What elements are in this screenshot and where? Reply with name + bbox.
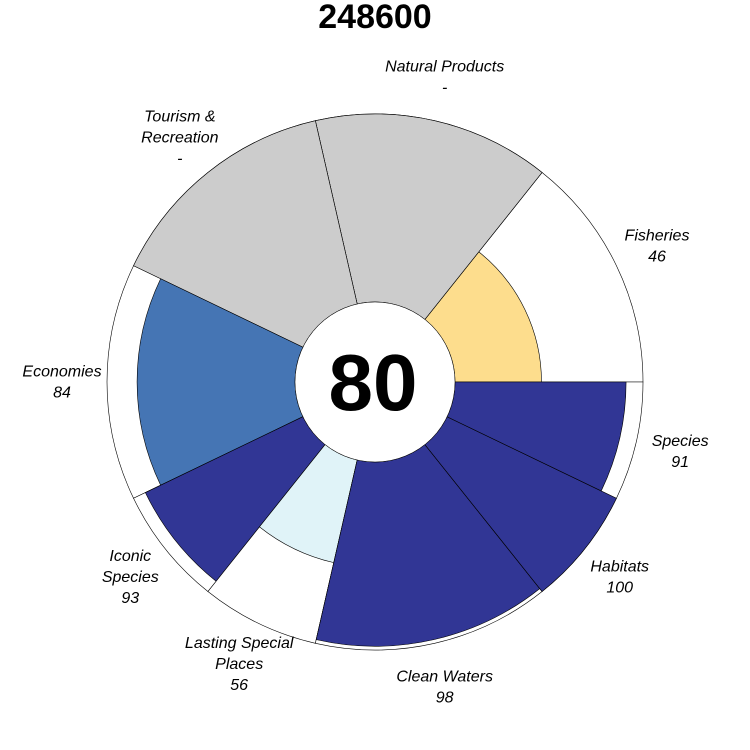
label-text-tourism-recreation: Tourism & bbox=[144, 108, 215, 125]
label-text-species: Species bbox=[652, 433, 709, 450]
label-value-lasting-special-places: 56 bbox=[230, 677, 248, 694]
label-species: Species 91 bbox=[652, 433, 709, 471]
label-tourism-recreation: Tourism & Recreation - bbox=[141, 108, 218, 167]
label-value-natural-products: - bbox=[442, 79, 447, 96]
labels-layer: Fisheries 46 Natural Products - Tourism & Rec… bbox=[22, 58, 708, 706]
center-hole bbox=[294, 301, 456, 463]
label-natural-products: Natural Products - bbox=[385, 58, 504, 96]
label-value-clean-waters: 98 bbox=[436, 690, 454, 707]
label-value-species: 91 bbox=[671, 454, 689, 471]
label-value-iconic-species: 93 bbox=[121, 590, 139, 607]
label-fisheries: Fisheries 46 bbox=[625, 228, 690, 266]
label-lasting-special-places: Lasting Special Places 56 bbox=[185, 635, 294, 694]
label-clean-waters: Clean Waters 98 bbox=[396, 669, 493, 707]
label-text-lasting-special-places: Lasting Special bbox=[185, 635, 294, 652]
chart-title: 248600 bbox=[318, 0, 431, 36]
center-score: 80 bbox=[329, 338, 418, 427]
label-text-fisheries: Fisheries bbox=[625, 228, 690, 245]
label-text-habitats: Habitats bbox=[590, 559, 649, 576]
label-text-iconic-species: Species bbox=[102, 569, 159, 586]
label-text-lasting-special-places: Places bbox=[215, 656, 263, 673]
label-value-habitats: 100 bbox=[606, 580, 633, 597]
label-habitats: Habitats 100 bbox=[590, 559, 649, 597]
label-text-iconic-species: Iconic bbox=[109, 548, 151, 565]
label-text-natural-products: Natural Products bbox=[385, 58, 504, 75]
label-text-clean-waters: Clean Waters bbox=[396, 669, 493, 686]
label-iconic-species: Iconic Species 93 bbox=[102, 548, 159, 607]
label-value-tourism-recreation: - bbox=[177, 150, 182, 167]
label-text-tourism-recreation: Recreation bbox=[141, 129, 218, 146]
label-economies: Economies 84 bbox=[22, 364, 101, 402]
label-text-economies: Economies bbox=[22, 364, 101, 381]
petals-layer bbox=[106, 113, 644, 651]
label-value-economies: 84 bbox=[53, 385, 71, 402]
label-value-fisheries: 46 bbox=[648, 249, 666, 266]
